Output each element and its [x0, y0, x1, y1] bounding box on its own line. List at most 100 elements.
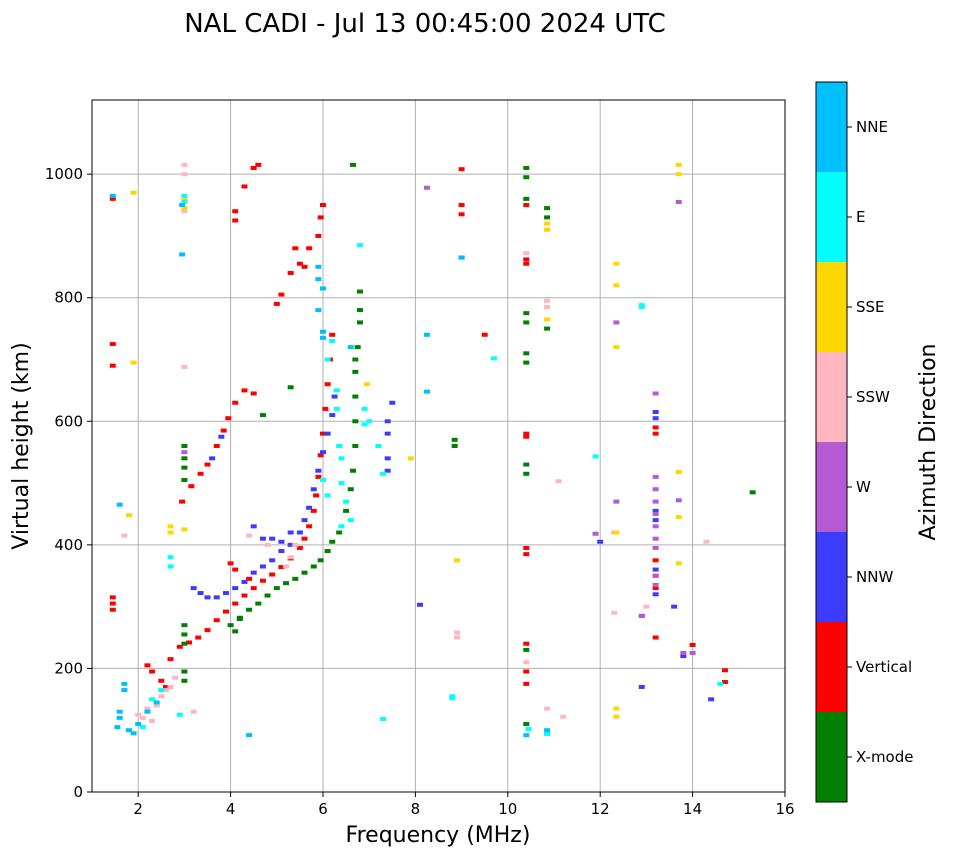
point-e-30: [158, 688, 165, 693]
point-vertical-35: [250, 391, 257, 396]
point-vertical-31: [220, 428, 227, 433]
point-vertical-81: [109, 342, 116, 347]
colorbar-label-7: NNE: [856, 118, 888, 136]
series-vertical: [109, 162, 728, 689]
point-ssw-5: [153, 703, 160, 708]
point-e-18: [176, 712, 183, 717]
point-vertical-14: [296, 545, 303, 550]
point-x-mode-30: [181, 477, 188, 482]
point-sse-6: [181, 196, 188, 201]
point-nnw-34: [671, 604, 678, 609]
point-nne-5: [114, 725, 121, 730]
point-ssw-31: [264, 542, 271, 547]
series-w: [181, 185, 696, 655]
point-vertical-22: [322, 406, 329, 411]
point-e-13: [380, 471, 387, 476]
point-e-29: [525, 726, 532, 731]
series-e: [139, 193, 724, 736]
point-x-mode-33: [181, 641, 188, 646]
point-nnw-8: [259, 564, 266, 569]
point-vertical-30: [213, 444, 220, 448]
colorbar-label-1: Vertical: [856, 658, 912, 676]
series-sse: [125, 162, 682, 719]
point-vertical-49: [317, 215, 324, 220]
point-nnw-11: [287, 542, 294, 547]
point-nnw-28: [652, 410, 659, 415]
point-sse-18: [675, 561, 682, 566]
point-nnw-44: [597, 539, 604, 544]
point-vertical-61: [523, 669, 530, 674]
data-points: [109, 162, 756, 738]
colorbar-label-3: W: [856, 478, 871, 496]
point-nnw-7: [250, 570, 257, 575]
point-vertical-39: [250, 165, 257, 170]
point-e-8: [347, 518, 354, 523]
point-w-13: [675, 498, 682, 503]
point-vertical-57: [523, 434, 530, 439]
point-vertical-52: [232, 567, 239, 572]
point-e-3: [333, 406, 340, 411]
point-nnw-9: [269, 558, 276, 563]
point-vertical-85: [149, 669, 156, 674]
point-x-mode-39: [523, 311, 530, 316]
point-e-31: [149, 697, 156, 702]
point-vertical-3: [195, 635, 202, 640]
point-nne-9: [144, 709, 151, 714]
point-ssw-0: [181, 162, 188, 167]
colorbar-swatch-1: [816, 622, 847, 712]
point-nnw-15: [310, 487, 317, 492]
point-vertical-48: [315, 233, 322, 238]
point-vertical-77: [721, 680, 728, 685]
point-vertical-55: [523, 261, 530, 266]
colorbar-swatch-0: [816, 712, 847, 802]
y-tick-label-1: 200: [54, 659, 83, 677]
x-tick-label-4: 10: [498, 800, 517, 818]
point-vertical-76: [721, 668, 728, 673]
point-vertical-18: [313, 493, 320, 498]
point-sse-4: [130, 360, 137, 365]
point-e-19: [167, 555, 174, 560]
point-vertical-40: [255, 162, 262, 167]
y-tick-label-0: 0: [73, 783, 83, 801]
point-nnw-4: [222, 591, 229, 596]
point-e-4: [336, 444, 343, 448]
colorbar-label-5: SSE: [856, 298, 885, 316]
point-vertical-43: [287, 271, 294, 275]
point-nnw-35: [708, 697, 715, 702]
point-x-mode-3: [255, 601, 262, 606]
point-nnw-32: [652, 567, 659, 572]
point-x-mode-23: [356, 320, 363, 325]
point-e-22: [449, 694, 456, 699]
point-ssw-9: [172, 675, 179, 680]
point-nne-18: [179, 252, 186, 257]
series-x-mode: [181, 162, 756, 727]
point-vertical-23: [324, 382, 331, 387]
point-vertical-67: [481, 332, 488, 337]
series-ssw: [121, 162, 710, 723]
point-vertical-71: [652, 558, 659, 563]
point-x-mode-46: [523, 722, 530, 727]
point-nnw-31: [652, 518, 659, 523]
point-nnw-24: [259, 536, 266, 541]
azimuth-colorbar: X-mode Vertical NNW W SSW SSE E NNE: [815, 81, 913, 803]
point-x-mode-9: [310, 564, 317, 569]
point-x-mode-54: [232, 629, 239, 634]
point-vertical-17: [310, 508, 317, 513]
point-nnw-26: [278, 539, 285, 544]
point-nne-3: [116, 709, 123, 714]
point-nnw-6: [241, 579, 248, 584]
point-nnw-20: [331, 394, 338, 399]
point-nne-14: [315, 277, 322, 282]
y-tick-label-3: 600: [54, 412, 83, 430]
point-x-mode-2: [246, 607, 253, 612]
point-vertical-60: [523, 641, 530, 646]
point-x-mode-31: [181, 623, 188, 628]
point-vertical-33: [232, 400, 239, 405]
point-e-35: [361, 422, 368, 427]
point-nnw-39: [384, 468, 391, 473]
point-w-4: [652, 524, 659, 529]
point-vertical-5: [213, 618, 220, 623]
point-x-mode-13: [336, 530, 343, 535]
point-x-mode-24: [356, 308, 363, 313]
point-x-mode-43: [523, 462, 530, 467]
